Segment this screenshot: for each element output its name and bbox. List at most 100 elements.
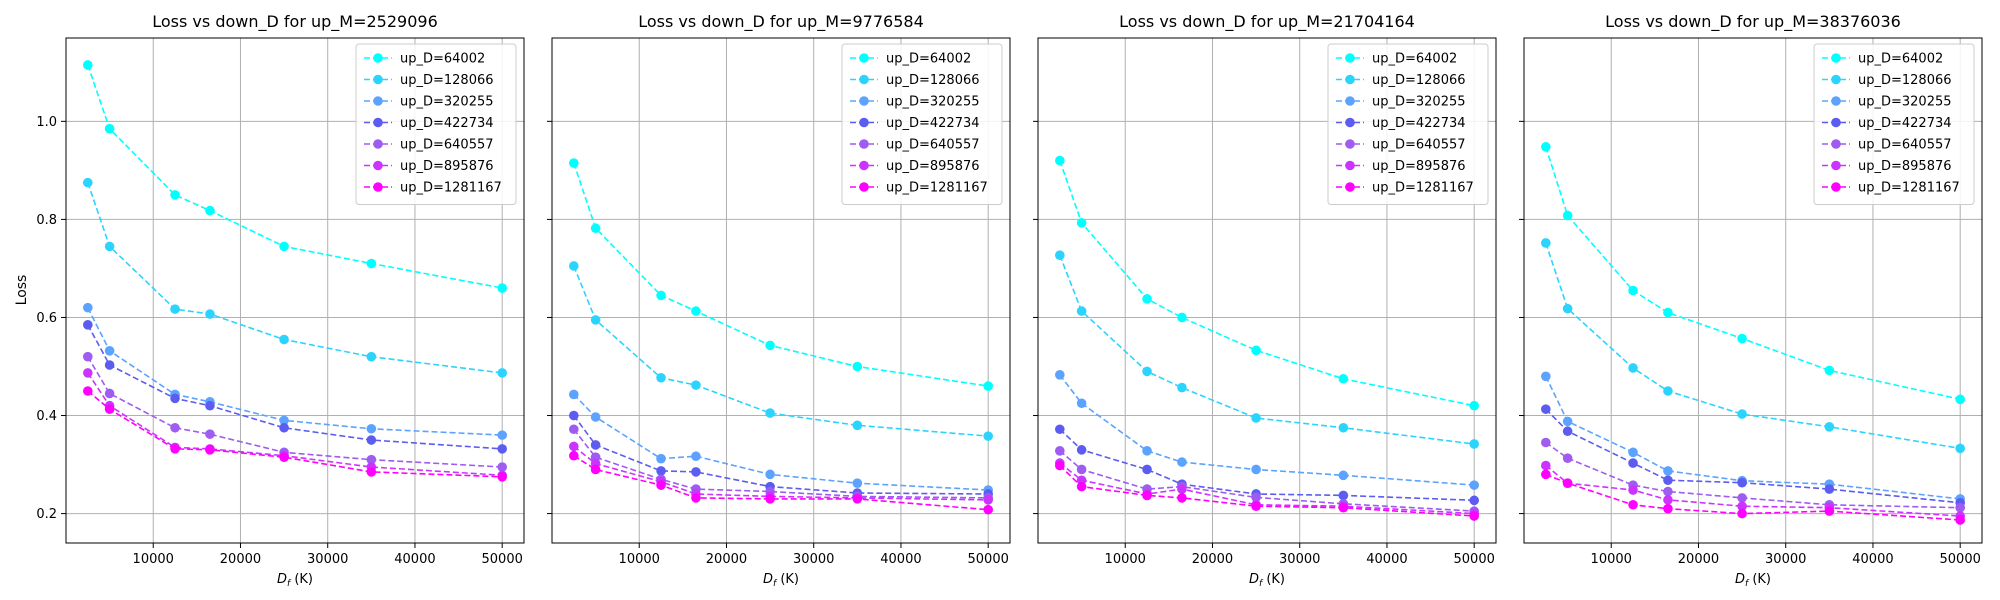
data-point xyxy=(1737,493,1747,503)
data-point xyxy=(205,309,215,319)
data-point xyxy=(1055,460,1065,471)
data-point xyxy=(1469,495,1479,506)
data-point xyxy=(1628,285,1638,296)
y-tick-label: 0.6 xyxy=(36,311,57,326)
data-point xyxy=(1737,333,1747,344)
data-point xyxy=(1737,508,1747,519)
data-point xyxy=(1055,446,1065,456)
data-point xyxy=(104,388,115,399)
x-tick-label: 40000 xyxy=(1852,552,1893,567)
data-point xyxy=(366,258,377,269)
data-point xyxy=(983,381,993,391)
chart-title: Loss vs down_D for up_M=21704164 xyxy=(1119,12,1415,32)
x-tick-label: 10000 xyxy=(619,552,660,567)
data-point xyxy=(691,380,701,390)
legend-marker xyxy=(373,117,383,128)
data-point xyxy=(1142,446,1152,456)
data-point xyxy=(1338,422,1349,433)
legend-marker xyxy=(1345,182,1355,192)
chart-title: Loss vs down_D for up_M=2529096 xyxy=(152,12,438,32)
legend-label: up_D=64002 xyxy=(1372,52,1457,67)
data-point xyxy=(205,205,215,216)
x-axis-label: Df (K) xyxy=(1249,572,1285,589)
data-point xyxy=(765,469,775,480)
legend-label: up_D=64002 xyxy=(1858,52,1943,67)
legend-label: up_D=895876 xyxy=(886,159,980,174)
x-tick-label: 50000 xyxy=(968,552,1009,567)
x-axis-label: Df (K) xyxy=(1735,572,1771,589)
data-point xyxy=(569,158,579,168)
data-point xyxy=(366,454,377,465)
legend-label: up_D=422734 xyxy=(1858,116,1952,131)
legend-marker xyxy=(1345,117,1355,128)
plot-frame xyxy=(65,37,525,544)
chart-panel-2: 10000 20000 30000 40000 50000 Loss vs down_D … xyxy=(547,12,1011,589)
legend-label: up_D=128066 xyxy=(1372,73,1466,88)
data-point xyxy=(1541,404,1551,414)
legend-marker xyxy=(373,182,383,192)
legend: up_D=64002 up_D=128066 up_D=320255 up_D=422… xyxy=(1813,43,1975,205)
legend: up_D=64002 up_D=128066 up_D=320255 up_D=422… xyxy=(355,43,517,205)
data-point xyxy=(1076,398,1087,409)
data-point xyxy=(1541,469,1551,480)
data-point xyxy=(852,420,863,431)
data-point xyxy=(691,467,701,477)
data-point xyxy=(590,412,601,422)
data-point xyxy=(83,302,93,313)
data-point xyxy=(983,495,993,505)
y-tick-label: 0.4 xyxy=(36,409,57,424)
x-tick-label: 40000 xyxy=(880,552,921,567)
legend-marker xyxy=(859,160,869,171)
data-point xyxy=(497,472,507,482)
x-tick-label: 40000 xyxy=(1366,552,1407,567)
data-point xyxy=(590,223,601,234)
legend-marker xyxy=(373,96,383,106)
data-point xyxy=(1469,439,1479,449)
data-point xyxy=(279,422,289,433)
data-point xyxy=(104,404,115,414)
data-point xyxy=(656,466,666,476)
legend-marker xyxy=(373,139,383,149)
x-tick-label: 30000 xyxy=(307,552,348,567)
legend-label: up_D=64002 xyxy=(400,52,485,67)
y-tick-label: 1.0 xyxy=(36,115,57,130)
data-point xyxy=(497,430,507,440)
legend-marker xyxy=(859,74,869,85)
data-point xyxy=(1562,210,1573,221)
legend-label: up_D=422734 xyxy=(886,116,980,131)
x-tick-label: 10000 xyxy=(1105,552,1146,567)
data-point xyxy=(83,60,93,70)
data-point xyxy=(1177,382,1187,393)
data-point xyxy=(590,315,601,325)
legend-marker xyxy=(1345,139,1355,149)
data-point xyxy=(1338,490,1349,501)
data-point xyxy=(497,462,507,472)
data-point xyxy=(1663,466,1673,476)
x-tick-label: 50000 xyxy=(1454,552,1495,567)
legend-label: up_D=1281167 xyxy=(400,181,502,196)
data-point xyxy=(1142,464,1152,475)
data-point xyxy=(497,444,507,454)
data-point xyxy=(852,361,863,372)
data-point xyxy=(1076,481,1087,492)
plot-frame xyxy=(1037,37,1497,544)
x-tick-label: 30000 xyxy=(1279,552,1320,567)
data-point xyxy=(569,410,579,421)
data-point xyxy=(852,478,863,488)
data-point xyxy=(1737,501,1747,512)
data-point xyxy=(765,494,775,504)
legend-marker xyxy=(1831,139,1841,149)
data-point xyxy=(1663,307,1673,318)
x-tick-label: 10000 xyxy=(1591,552,1632,567)
series-line xyxy=(1545,441,1961,509)
chart-title: Loss vs down_D for up_M=9776584 xyxy=(638,12,924,32)
legend-label: up_D=895876 xyxy=(1858,159,1952,174)
y-tick-label: 0.8 xyxy=(36,213,57,228)
data-point xyxy=(1628,458,1638,468)
x-tick-label: 30000 xyxy=(793,552,834,567)
data-point xyxy=(1177,484,1187,494)
data-point xyxy=(1628,363,1638,373)
legend-label: up_D=128066 xyxy=(886,73,980,88)
series-line xyxy=(87,356,503,468)
